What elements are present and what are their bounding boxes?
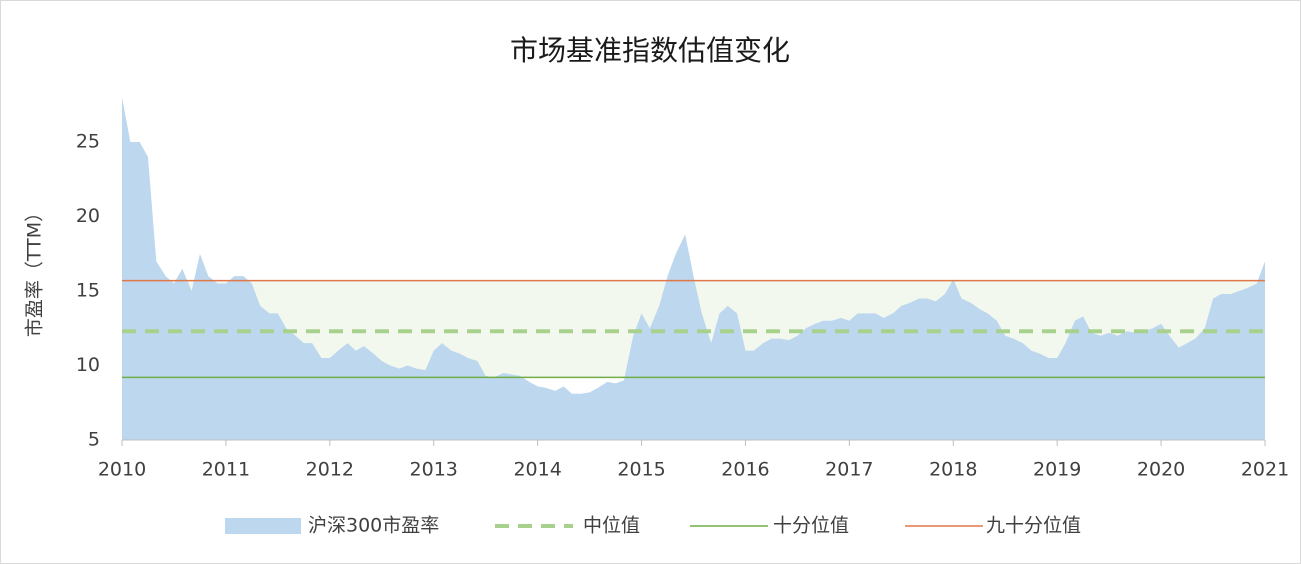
x-tick-label: 2017 <box>825 459 873 481</box>
y-tick-label: 5 <box>88 429 100 451</box>
x-tick-label: 2012 <box>306 459 354 481</box>
legend-label: 沪深300市盈率 <box>308 515 439 537</box>
y-tick-label: 10 <box>76 354 100 376</box>
legend-label: 中位值 <box>583 515 640 537</box>
legend-label: 十分位值 <box>773 515 849 537</box>
chart-title: 市场基准指数估值变化 <box>510 34 790 67</box>
x-tick-label: 2015 <box>617 459 665 481</box>
legend-swatch <box>225 518 301 534</box>
x-tick-label: 2011 <box>202 459 250 481</box>
legend: 沪深300市盈率 中位值 十分位值 九十分位值 <box>225 515 1081 537</box>
x-tick-label: 2010 <box>98 459 146 481</box>
y-tick-label: 15 <box>76 280 100 302</box>
y-tick-label: 25 <box>76 131 100 153</box>
x-tick-label: 2019 <box>1033 459 1081 481</box>
x-tick-label: 2021 <box>1241 459 1289 481</box>
x-tick-label: 2018 <box>929 459 977 481</box>
x-tick-label: 2020 <box>1137 459 1185 481</box>
y-axis-label: 市盈率（TTM） <box>24 203 46 337</box>
plot-area: 5 10 15 20 25 2010 2011 2012 2013 2014 2015 2016 201… <box>76 97 1289 481</box>
area-series <box>122 97 1265 441</box>
x-tick-label: 2013 <box>410 459 458 481</box>
x-tick-label: 2016 <box>721 459 769 481</box>
legend-label: 九十分位值 <box>986 515 1081 537</box>
y-tick-label: 20 <box>76 205 100 227</box>
x-tick-label: 2014 <box>513 459 561 481</box>
